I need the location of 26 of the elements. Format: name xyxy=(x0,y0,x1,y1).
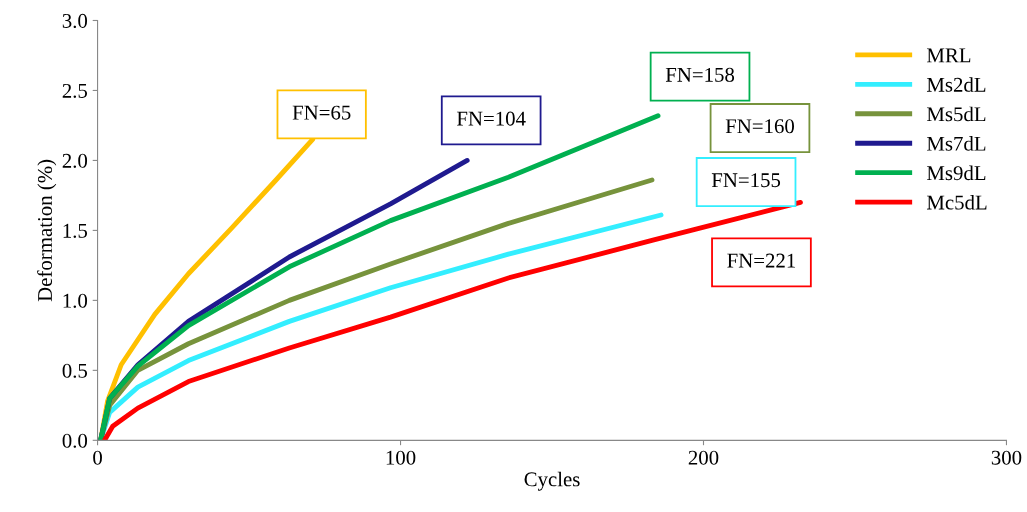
x-tick-label: 100 xyxy=(386,450,416,465)
y-tick-label: 0.0 xyxy=(62,433,88,448)
legend-label: Mc5dL xyxy=(926,194,987,210)
y-tick-label: 3.0 xyxy=(62,13,88,28)
annotation: FN=160 xyxy=(725,119,795,134)
y-axis-title: Deformation (%) xyxy=(37,159,57,302)
legend-label: Ms5dL xyxy=(926,106,986,122)
y-tick-label: 2.5 xyxy=(62,83,88,98)
annotation: FN=155 xyxy=(711,173,781,188)
legend-label: Ms9dL xyxy=(926,165,986,181)
x-tick-label: 200 xyxy=(688,450,719,465)
y-tick-label: 2.0 xyxy=(62,153,88,168)
legend-label: Ms2dL xyxy=(926,77,986,92)
annotation: FN=221 xyxy=(727,253,796,268)
x-tick-label: 300 xyxy=(991,450,1022,465)
annotation: FN=104 xyxy=(456,111,526,126)
annotation: FN=65 xyxy=(292,105,351,120)
x-axis-title: Cycles xyxy=(524,471,580,491)
line-series xyxy=(102,199,803,441)
x-tick-label: 0 xyxy=(93,450,102,465)
y-tick-label: 1.5 xyxy=(63,223,88,238)
annotation: FN=158 xyxy=(665,67,735,82)
y-tick-label: 0.5 xyxy=(62,363,88,378)
legend-label: MRL xyxy=(926,48,971,63)
legend-label: Ms7dL xyxy=(926,136,986,151)
y-tick-label: 1.0 xyxy=(63,293,88,308)
